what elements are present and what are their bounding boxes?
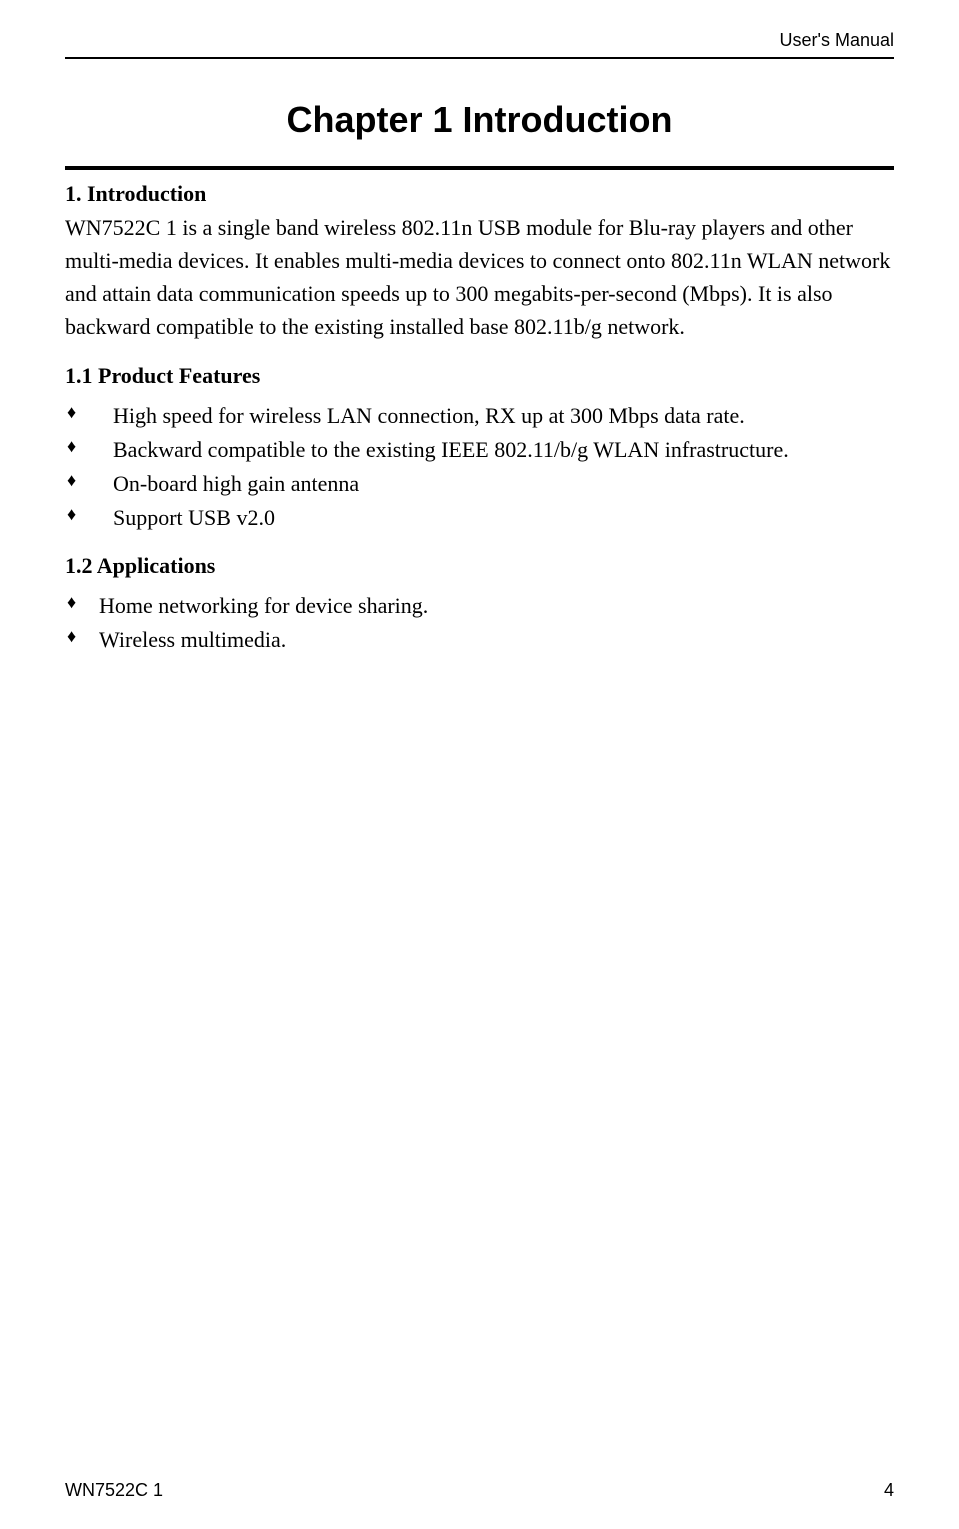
list-item: Wireless multimedia.: [65, 623, 894, 657]
chapter-rule: [65, 166, 894, 171]
list-item: Support USB v2.0: [65, 501, 894, 535]
chapter-title: Chapter 1 Introduction: [65, 99, 894, 141]
section-1-1-heading: 1.1 Product Features: [65, 363, 894, 389]
page-header: User's Manual: [65, 30, 894, 59]
section-1-heading: 1. Introduction: [65, 181, 894, 207]
section-1-body: WN7522C 1 is a single band wireless 802.…: [65, 211, 894, 343]
list-item: High speed for wireless LAN connection, …: [65, 399, 894, 433]
page-footer: WN7522C 1 4: [65, 1480, 894, 1501]
list-item: Backward compatible to the existing IEEE…: [65, 433, 894, 467]
footer-page-number: 4: [884, 1480, 894, 1501]
section-1-2-heading: 1.2 Applications: [65, 553, 894, 579]
applications-list: Home networking for device sharing. Wire…: [65, 589, 894, 657]
list-item: On-board high gain antenna: [65, 467, 894, 501]
list-item: Home networking for device sharing.: [65, 589, 894, 623]
header-text: User's Manual: [780, 30, 894, 50]
features-list: High speed for wireless LAN connection, …: [65, 399, 894, 535]
footer-left: WN7522C 1: [65, 1480, 163, 1501]
